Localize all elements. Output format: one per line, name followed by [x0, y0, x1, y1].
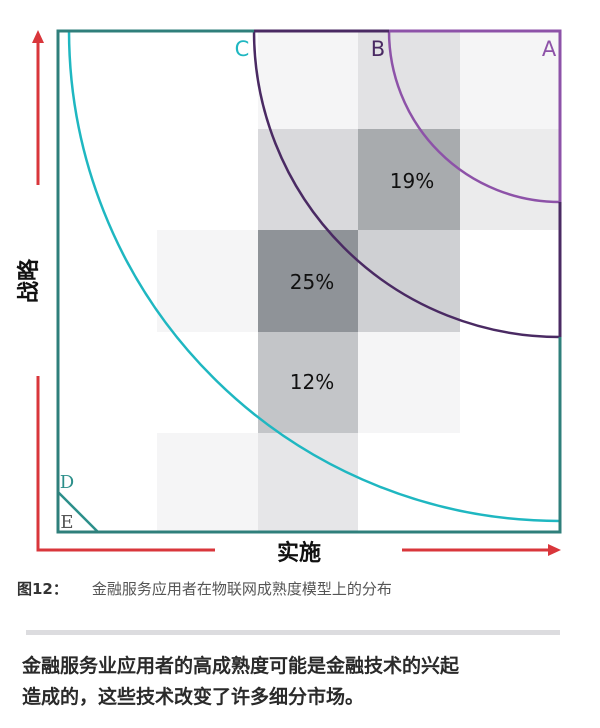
- heatmap-cell: [157, 230, 258, 332]
- figure-caption: 图12： 金融服务应用者在物联网成熟度模型上的分布: [17, 578, 587, 599]
- heatmap-cell: [258, 31, 358, 129]
- figure-caption-text: 金融服务应用者在物联网成熟度模型上的分布: [91, 580, 392, 598]
- zone-label-d: D: [60, 472, 74, 493]
- takeaway-text: 金融服务业应用者的高成熟度可能是金融技术的兴起 造成的，这些技术改变了许多细分市…: [22, 651, 578, 713]
- y-axis-arrow: [32, 30, 215, 552]
- maturity-model-diagram: 19% 25% 12% C B A D E 实施 战略: [16, 29, 562, 566]
- heatmap-cell: [157, 433, 258, 532]
- heatmap-cell: [258, 433, 358, 532]
- x-axis-arrow: [402, 544, 561, 556]
- zone-a-arc: [387, 31, 560, 204]
- cell-value-19: 19%: [390, 169, 434, 193]
- cell-value-25: 25%: [290, 270, 334, 294]
- cell-value-12: 12%: [290, 370, 334, 394]
- zone-d-arc: [58, 491, 99, 532]
- heatmap-cell: [358, 332, 460, 433]
- zone-c-arc: [67, 31, 560, 523]
- figure-number: 图12：: [17, 580, 68, 598]
- zone-label-b: B: [371, 37, 385, 61]
- diagram-frame: [56, 29, 562, 534]
- section-divider: [26, 630, 560, 635]
- heatmap-cell: [460, 31, 560, 129]
- zone-label-c: C: [235, 37, 250, 61]
- heatmap-cell: [258, 129, 358, 230]
- y-axis-label: 战略: [16, 258, 42, 303]
- heatmap-cell: [258, 332, 358, 433]
- heatmap-cell: [358, 230, 460, 332]
- takeaway-line-1: 金融服务业应用者的高成熟度可能是金融技术的兴起: [22, 655, 460, 677]
- takeaway-line-2: 造成的，这些技术改变了许多细分市场。: [22, 686, 365, 708]
- heatmap-cell: [258, 230, 358, 332]
- x-axis-label: 实施: [277, 540, 321, 566]
- zone-label-a: A: [542, 37, 557, 61]
- zone-b-arc: [252, 31, 560, 339]
- heatmap-cell: [358, 129, 460, 230]
- heatmap-grid: [157, 31, 560, 532]
- zone-label-e: E: [60, 512, 73, 533]
